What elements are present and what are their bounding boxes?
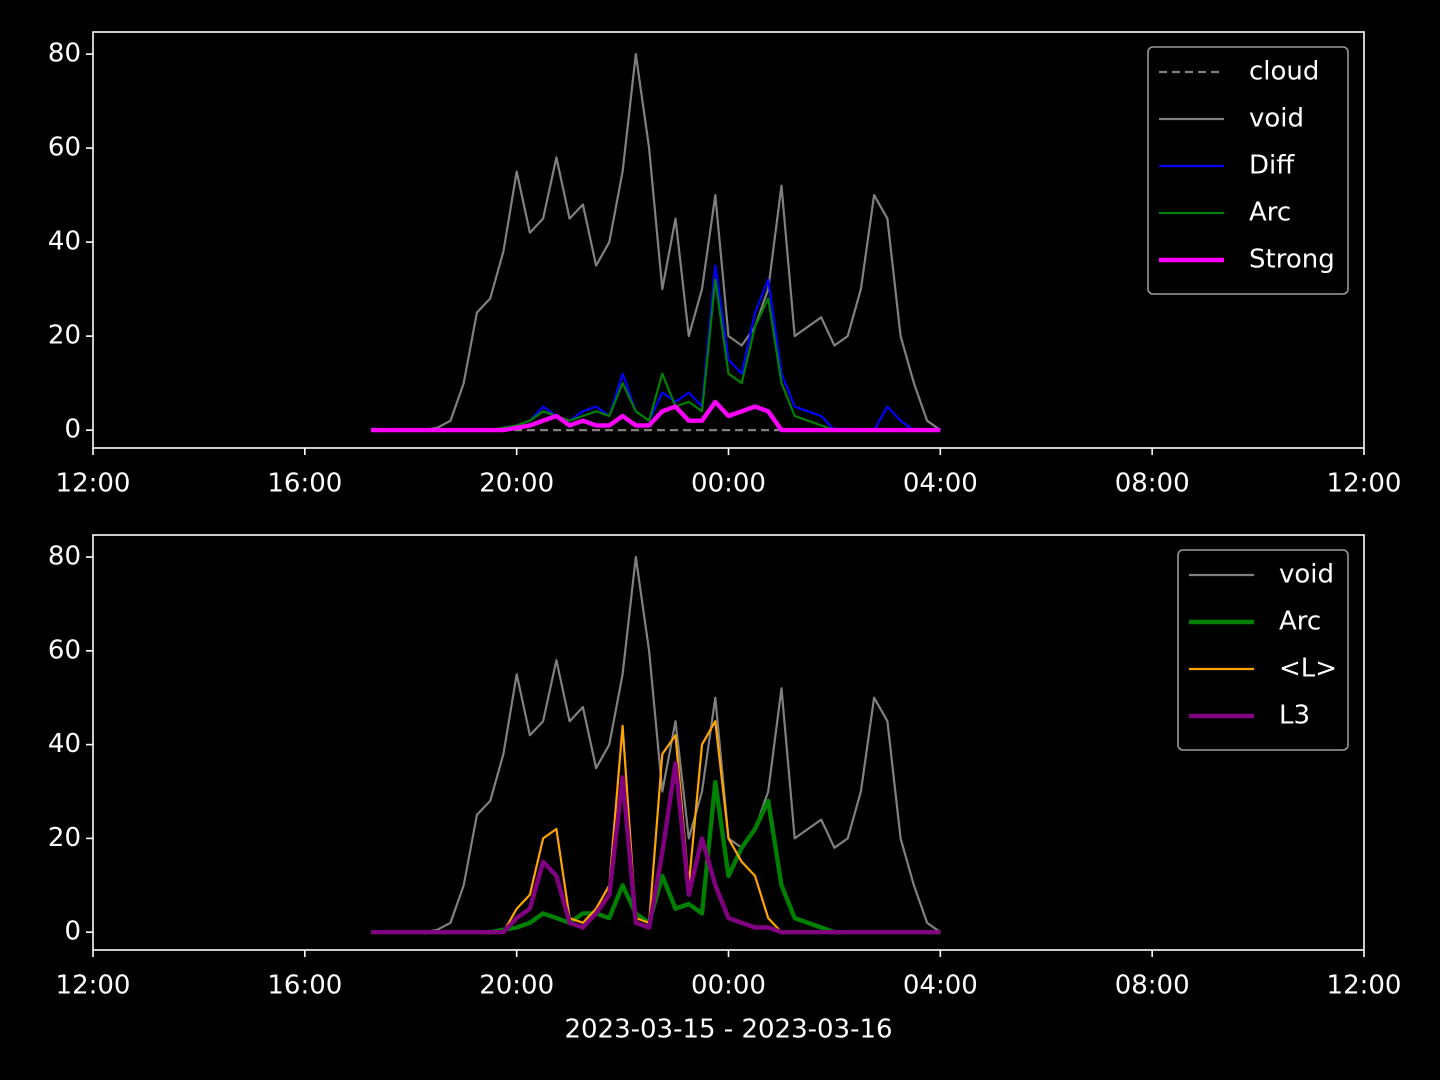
y-tick-label: 40 [48, 729, 81, 759]
y-tick-label: 60 [48, 133, 81, 163]
legend-label: L3 [1279, 701, 1310, 731]
legend-box [1177, 549, 1349, 751]
x-tick-label: 04:00 [903, 469, 978, 499]
legend-label: Arc [1249, 198, 1291, 228]
series-line [371, 761, 941, 935]
axes-frame [92, 534, 1365, 951]
x-tick-label: 12:00 [1327, 971, 1402, 1001]
y-tick-label: 60 [48, 635, 81, 665]
y-tick-label: 0 [64, 917, 81, 947]
x-tick-label: 00:00 [691, 469, 766, 499]
x-tick-label: 16:00 [267, 469, 342, 499]
legend-label: cloud [1249, 57, 1319, 87]
legend-box [1147, 46, 1349, 295]
x-tick-label: 20:00 [479, 971, 554, 1001]
x-tick-label: 16:00 [267, 971, 342, 1001]
series-line [371, 399, 941, 433]
series-line [371, 53, 941, 432]
legend-label: Diff [1249, 151, 1295, 181]
series-line [371, 779, 941, 935]
x-tick-label: 08:00 [1115, 971, 1190, 1001]
x-tick-label: 12:00 [56, 971, 131, 1001]
y-tick-label: 20 [48, 823, 81, 853]
x-tick-label: 20:00 [479, 469, 554, 499]
y-tick-label: 80 [48, 542, 81, 572]
x-tick-label: 12:00 [1327, 469, 1402, 499]
y-tick-label: 40 [48, 227, 81, 257]
series-line [371, 555, 941, 934]
x-tick-label: 00:00 [691, 971, 766, 1001]
legend-label: <L> [1279, 654, 1337, 684]
y-tick-label: 80 [48, 39, 81, 69]
y-tick-label: 0 [64, 415, 81, 445]
legend-label: Strong [1249, 245, 1335, 275]
legend-label: void [1279, 560, 1334, 590]
y-tick-label: 20 [48, 321, 81, 351]
x-axis-label: 2023-03-15 - 2023-03-16 [564, 1015, 892, 1045]
legend-label: Arc [1279, 607, 1321, 637]
x-tick-label: 12:00 [56, 469, 131, 499]
x-tick-label: 08:00 [1115, 469, 1190, 499]
x-tick-label: 04:00 [903, 971, 978, 1001]
legend-label: void [1249, 104, 1304, 134]
